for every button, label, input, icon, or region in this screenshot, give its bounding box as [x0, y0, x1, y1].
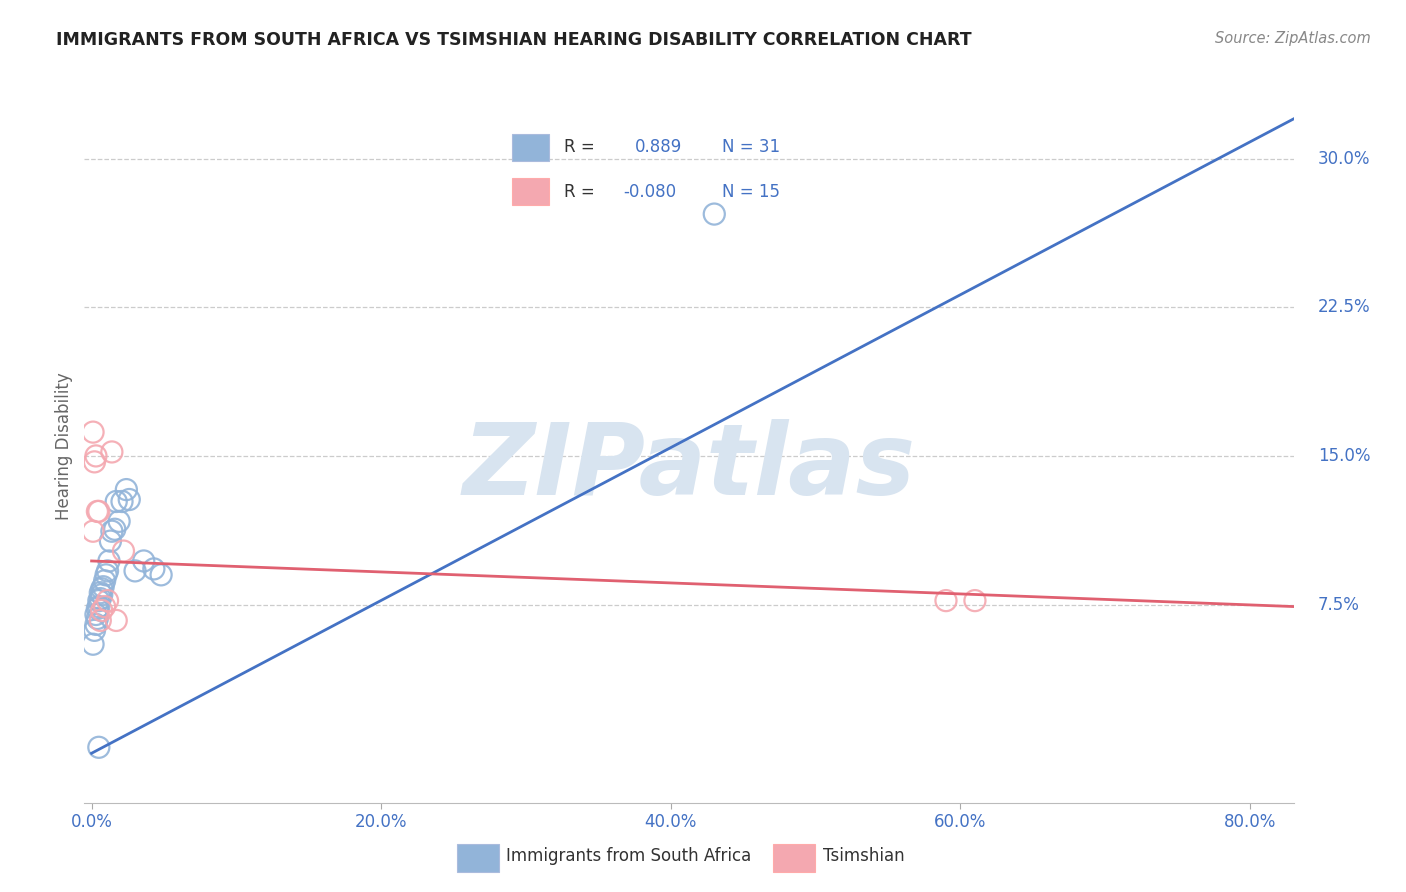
Point	[90, 588, 112, 602]
Point	[142, 562, 165, 576]
Text: N = 31: N = 31	[721, 138, 780, 156]
Point	[87, 599, 110, 614]
Point	[112, 544, 135, 558]
FancyBboxPatch shape	[457, 844, 499, 872]
Point	[86, 611, 108, 625]
Point	[89, 585, 111, 599]
Point	[84, 617, 107, 632]
Point	[82, 637, 104, 651]
Point	[91, 580, 114, 594]
Point	[86, 504, 108, 518]
Point	[93, 574, 115, 588]
Point	[104, 522, 127, 536]
Point	[100, 534, 122, 549]
Point	[94, 567, 117, 582]
Point	[82, 524, 104, 539]
Point	[84, 607, 107, 622]
Text: 7.5%: 7.5%	[1317, 596, 1360, 614]
Text: R =: R =	[564, 183, 600, 201]
Point	[96, 564, 118, 578]
Text: 0.889: 0.889	[636, 138, 682, 156]
Point	[87, 504, 110, 518]
Point	[115, 483, 138, 497]
Point	[98, 554, 121, 568]
Point	[118, 492, 141, 507]
Text: 15.0%: 15.0%	[1317, 447, 1371, 465]
Point	[963, 593, 986, 607]
Point	[703, 207, 725, 221]
FancyBboxPatch shape	[512, 134, 548, 161]
Text: ZIPatlas: ZIPatlas	[463, 419, 915, 516]
Text: 22.5%: 22.5%	[1317, 298, 1371, 317]
Point	[150, 567, 173, 582]
Point	[132, 554, 155, 568]
Point	[83, 455, 105, 469]
Point	[93, 599, 115, 614]
Text: -0.080: -0.080	[623, 183, 676, 201]
Point	[101, 524, 124, 539]
Text: Source: ZipAtlas.com: Source: ZipAtlas.com	[1215, 31, 1371, 46]
Point	[82, 425, 104, 439]
Point	[87, 740, 110, 755]
FancyBboxPatch shape	[773, 844, 815, 872]
Y-axis label: Hearing Disability: Hearing Disability	[55, 372, 73, 520]
Point	[101, 445, 124, 459]
Point	[83, 624, 105, 638]
Text: IMMIGRANTS FROM SOUTH AFRICA VS TSIMSHIAN HEARING DISABILITY CORRELATION CHART: IMMIGRANTS FROM SOUTH AFRICA VS TSIMSHIA…	[56, 31, 972, 49]
FancyBboxPatch shape	[512, 178, 548, 205]
Point	[90, 603, 112, 617]
Point	[96, 593, 118, 607]
Point	[935, 593, 957, 607]
Point	[84, 449, 107, 463]
Point	[105, 614, 128, 628]
Text: 30.0%: 30.0%	[1317, 150, 1371, 168]
Point	[86, 601, 108, 615]
Point	[89, 614, 111, 628]
Point	[90, 582, 112, 596]
Point	[89, 591, 111, 606]
Text: Immigrants from South Africa: Immigrants from South Africa	[506, 847, 751, 865]
Point	[108, 514, 131, 528]
Text: N = 15: N = 15	[721, 183, 780, 201]
Point	[124, 564, 146, 578]
Point	[111, 494, 134, 508]
Point	[105, 494, 128, 508]
Text: Tsimshian: Tsimshian	[823, 847, 904, 865]
Point	[87, 593, 110, 607]
Text: R =: R =	[564, 138, 606, 156]
